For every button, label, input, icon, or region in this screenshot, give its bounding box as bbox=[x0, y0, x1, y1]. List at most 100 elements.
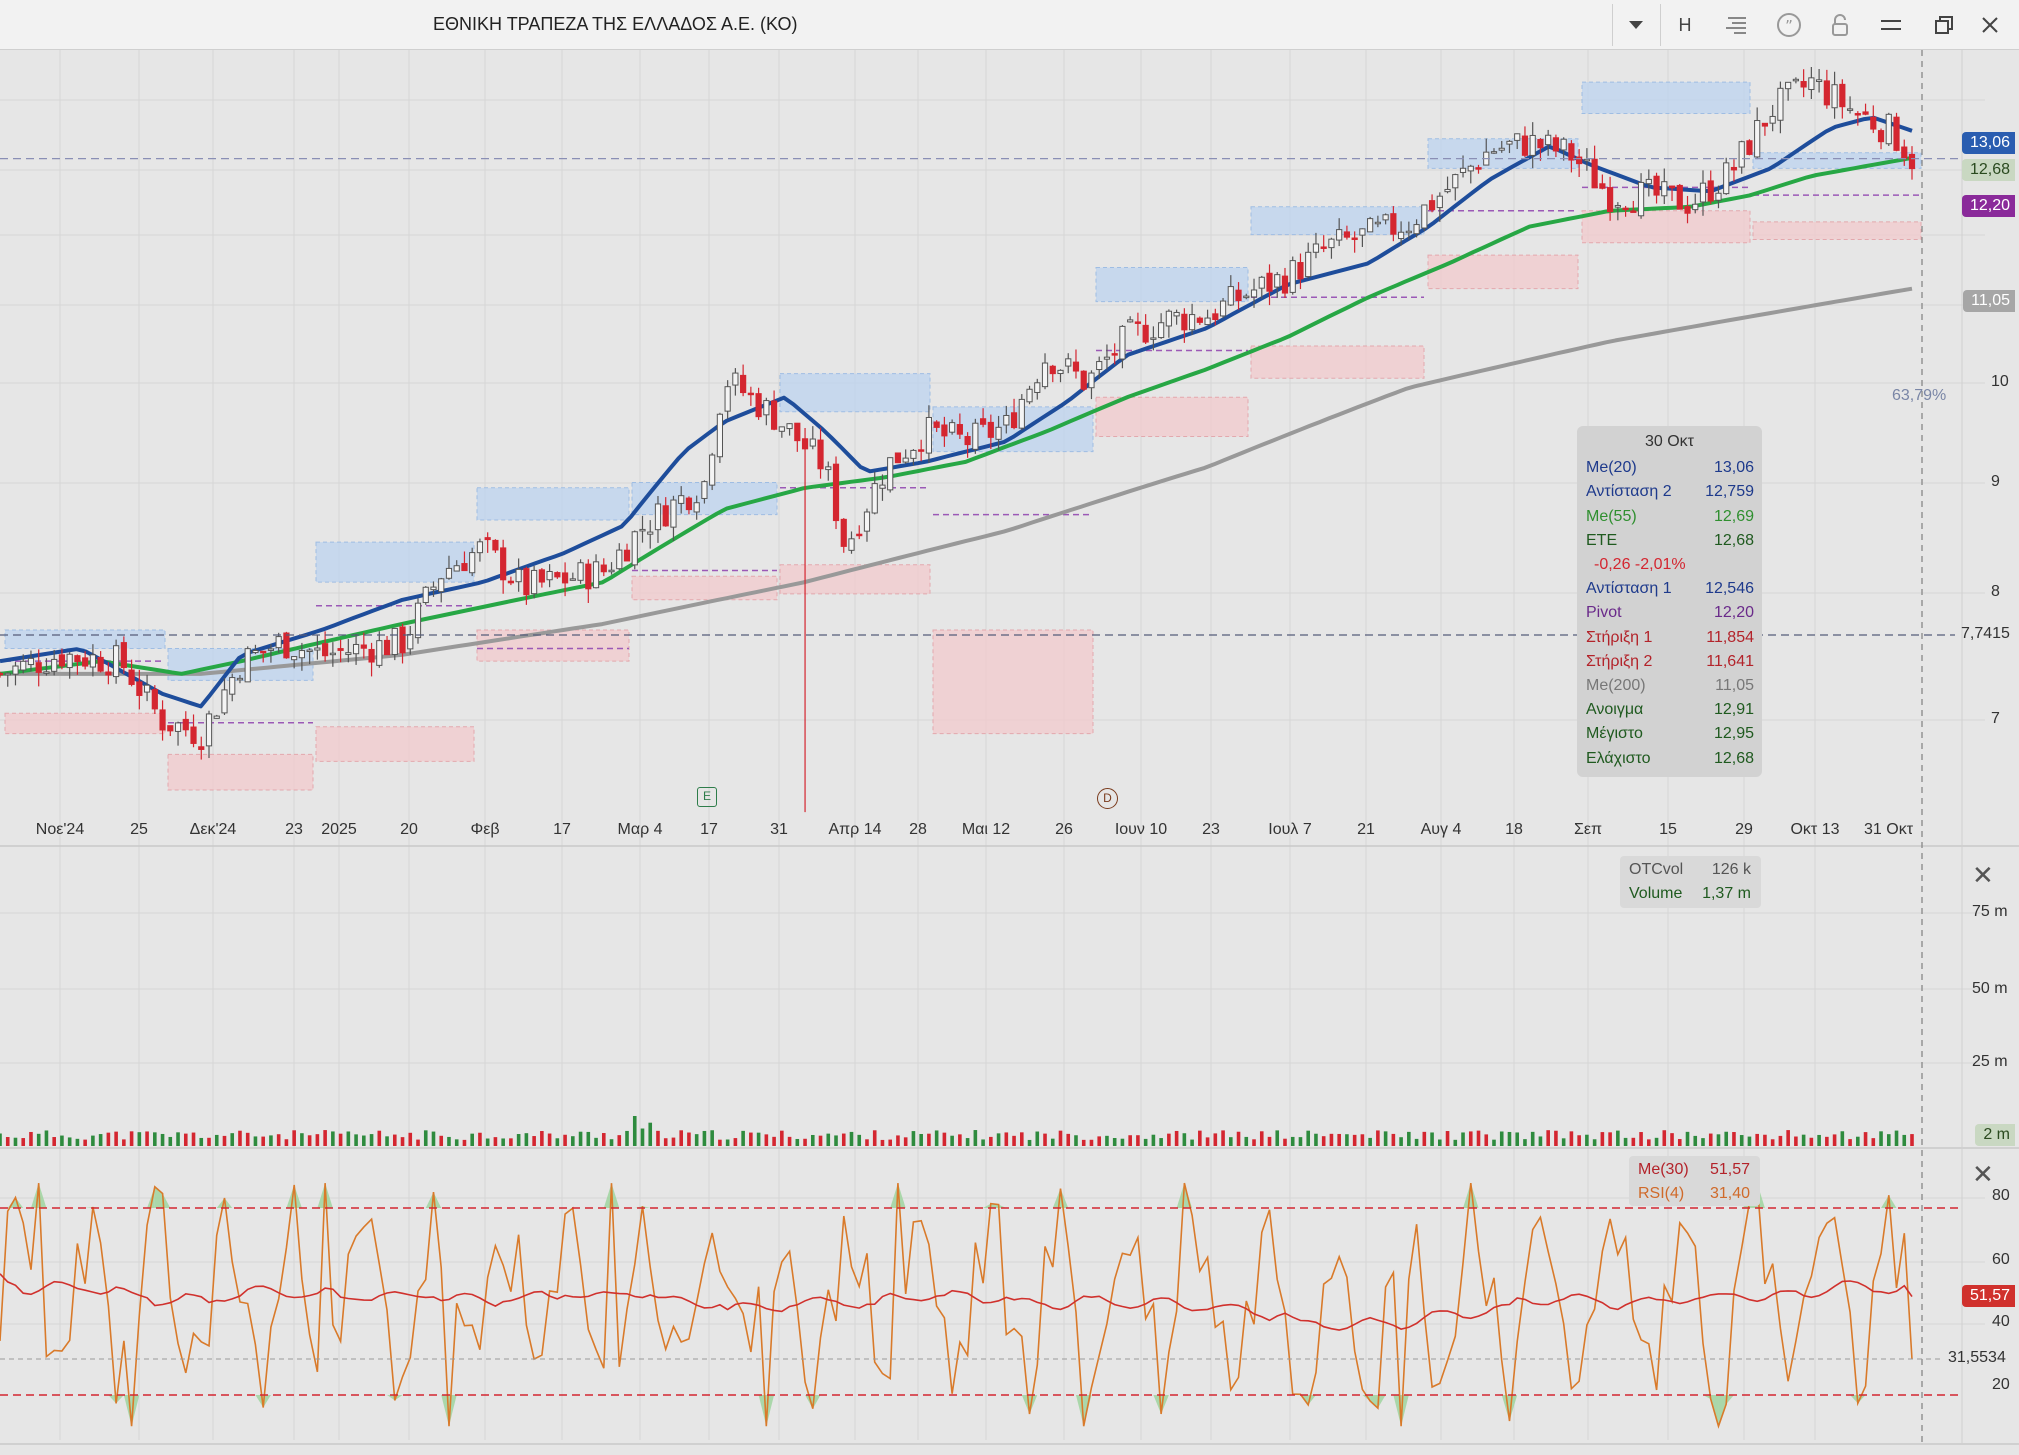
candle-body bbox=[345, 652, 352, 655]
indicators-list-icon[interactable] bbox=[1718, 8, 1754, 42]
support-zone bbox=[1752, 221, 1922, 241]
candle-body bbox=[825, 466, 832, 471]
volume-bar bbox=[1708, 1133, 1713, 1146]
interval-button[interactable]: H bbox=[1678, 14, 1692, 35]
volume-bar bbox=[1825, 1136, 1829, 1146]
volume-bar bbox=[362, 1135, 366, 1146]
candle-body bbox=[1212, 313, 1219, 321]
volume-bar bbox=[872, 1130, 877, 1146]
close-icon[interactable] bbox=[1972, 8, 2008, 42]
data-tooltip: 30 Οκτ Me(20) 13,06 Αντίσταση 2 12,759 Me(55… bbox=[1577, 426, 1762, 777]
time-axis-label: 31 bbox=[770, 821, 788, 838]
volume-bar bbox=[485, 1138, 490, 1146]
time-axis-label: Ιουν 10 bbox=[1114, 821, 1168, 838]
lock-icon[interactable] bbox=[1822, 8, 1858, 42]
candle-body bbox=[1243, 295, 1250, 299]
candle-body bbox=[1877, 130, 1885, 143]
candle-body bbox=[1034, 382, 1041, 393]
candle-body bbox=[1591, 158, 1598, 189]
volume-bar bbox=[160, 1133, 165, 1146]
candle-body bbox=[283, 632, 290, 659]
volume-bar bbox=[1337, 1133, 1341, 1146]
tooltip-row: Στήριξη 2 11,641 bbox=[1577, 650, 1762, 674]
tooltip-row-value: 12,95 bbox=[1713, 725, 1754, 743]
minimize-icon[interactable] bbox=[1873, 8, 1909, 42]
candle-body bbox=[0, 672, 4, 676]
candle-body bbox=[236, 677, 244, 681]
dividend-event-marker[interactable]: D bbox=[1097, 788, 1118, 809]
candle-body bbox=[352, 643, 360, 655]
candle-body bbox=[1459, 167, 1467, 173]
candle-body bbox=[724, 386, 731, 412]
dropdown-arrow-icon[interactable] bbox=[1618, 8, 1654, 42]
volume-bar bbox=[834, 1135, 838, 1146]
candle-body bbox=[1041, 362, 1049, 388]
candle-body bbox=[778, 426, 785, 432]
quote-icon[interactable]: ” bbox=[1771, 8, 1807, 42]
candle-body bbox=[1103, 356, 1111, 360]
volume-bar bbox=[1523, 1139, 1527, 1146]
close-volume-panel-icon[interactable]: ✕ bbox=[1972, 860, 1994, 890]
candle-body bbox=[616, 549, 623, 570]
candle-body bbox=[1792, 78, 1799, 82]
candle-body bbox=[1320, 246, 1327, 249]
volume-legend: OTCvol 126 k Volume 1,37 m bbox=[1620, 856, 1761, 908]
rsi-overbought-fill bbox=[998, 1204, 1007, 1208]
candle-body bbox=[4, 672, 11, 676]
volume-bar bbox=[1770, 1139, 1775, 1146]
volume-bar bbox=[780, 1130, 784, 1146]
volume-bar bbox=[423, 1130, 428, 1146]
volume-bar bbox=[1252, 1139, 1256, 1146]
candle-body bbox=[1607, 187, 1614, 213]
candle-body bbox=[469, 552, 476, 574]
candle-body bbox=[1018, 398, 1025, 429]
chart-canvas[interactable] bbox=[0, 50, 2019, 1455]
close-rsi-panel-icon[interactable]: ✕ bbox=[1972, 1159, 1994, 1189]
volume-bar bbox=[1105, 1135, 1109, 1146]
current-date-label: 31 Οκτ bbox=[1864, 821, 1914, 838]
tooltip-row-label: Μέγιστο bbox=[1586, 725, 1643, 743]
volume-bar bbox=[1592, 1139, 1597, 1146]
candle-body bbox=[476, 541, 484, 554]
earnings-event-marker[interactable]: E bbox=[697, 787, 717, 807]
volume-bar bbox=[1670, 1133, 1674, 1146]
restore-icon[interactable] bbox=[1926, 8, 1962, 42]
candle-body bbox=[925, 416, 933, 454]
resistance-zone bbox=[4, 629, 166, 650]
rsi-tick: 40 bbox=[1992, 1313, 2010, 1330]
volume-bar bbox=[1190, 1139, 1194, 1146]
candle-body bbox=[1266, 272, 1273, 292]
rsi-oversold-fill bbox=[1377, 1395, 1386, 1409]
volume-bar bbox=[648, 1122, 653, 1146]
candle-body bbox=[1072, 361, 1080, 372]
rsi-oversold-fill bbox=[1857, 1395, 1866, 1404]
candle-body bbox=[407, 634, 414, 650]
ma200-line bbox=[0, 286, 1913, 676]
candle-body bbox=[1227, 286, 1234, 306]
resistance-zone bbox=[476, 487, 630, 521]
tooltip-row-label: Αντίσταση 1 bbox=[1586, 580, 1672, 598]
volume-bar bbox=[973, 1130, 978, 1146]
rsi-overbought-fill bbox=[317, 1183, 326, 1208]
volume-bar bbox=[888, 1139, 893, 1146]
volume-bar bbox=[571, 1136, 575, 1146]
volume-bar bbox=[300, 1133, 304, 1146]
candle-body bbox=[1382, 214, 1389, 221]
time-axis-label: Φεβ bbox=[470, 821, 500, 838]
candle-body bbox=[1413, 224, 1420, 235]
candle-body bbox=[244, 648, 251, 683]
volume-bar bbox=[400, 1137, 405, 1146]
volume-bar bbox=[555, 1138, 560, 1146]
volume-bar bbox=[153, 1132, 157, 1146]
volume-bar bbox=[1229, 1137, 1233, 1146]
candle-body bbox=[1281, 275, 1289, 294]
volume-bar bbox=[60, 1135, 64, 1146]
otcvol-value: 126 k bbox=[1711, 861, 1751, 878]
candle-body bbox=[1026, 388, 1033, 403]
candle-body bbox=[1506, 140, 1513, 145]
volume-bar bbox=[679, 1130, 683, 1146]
candle-body bbox=[1096, 361, 1103, 371]
volume-bar bbox=[1569, 1131, 1574, 1146]
volume-bar bbox=[1012, 1135, 1016, 1146]
volume-bar bbox=[911, 1131, 916, 1146]
